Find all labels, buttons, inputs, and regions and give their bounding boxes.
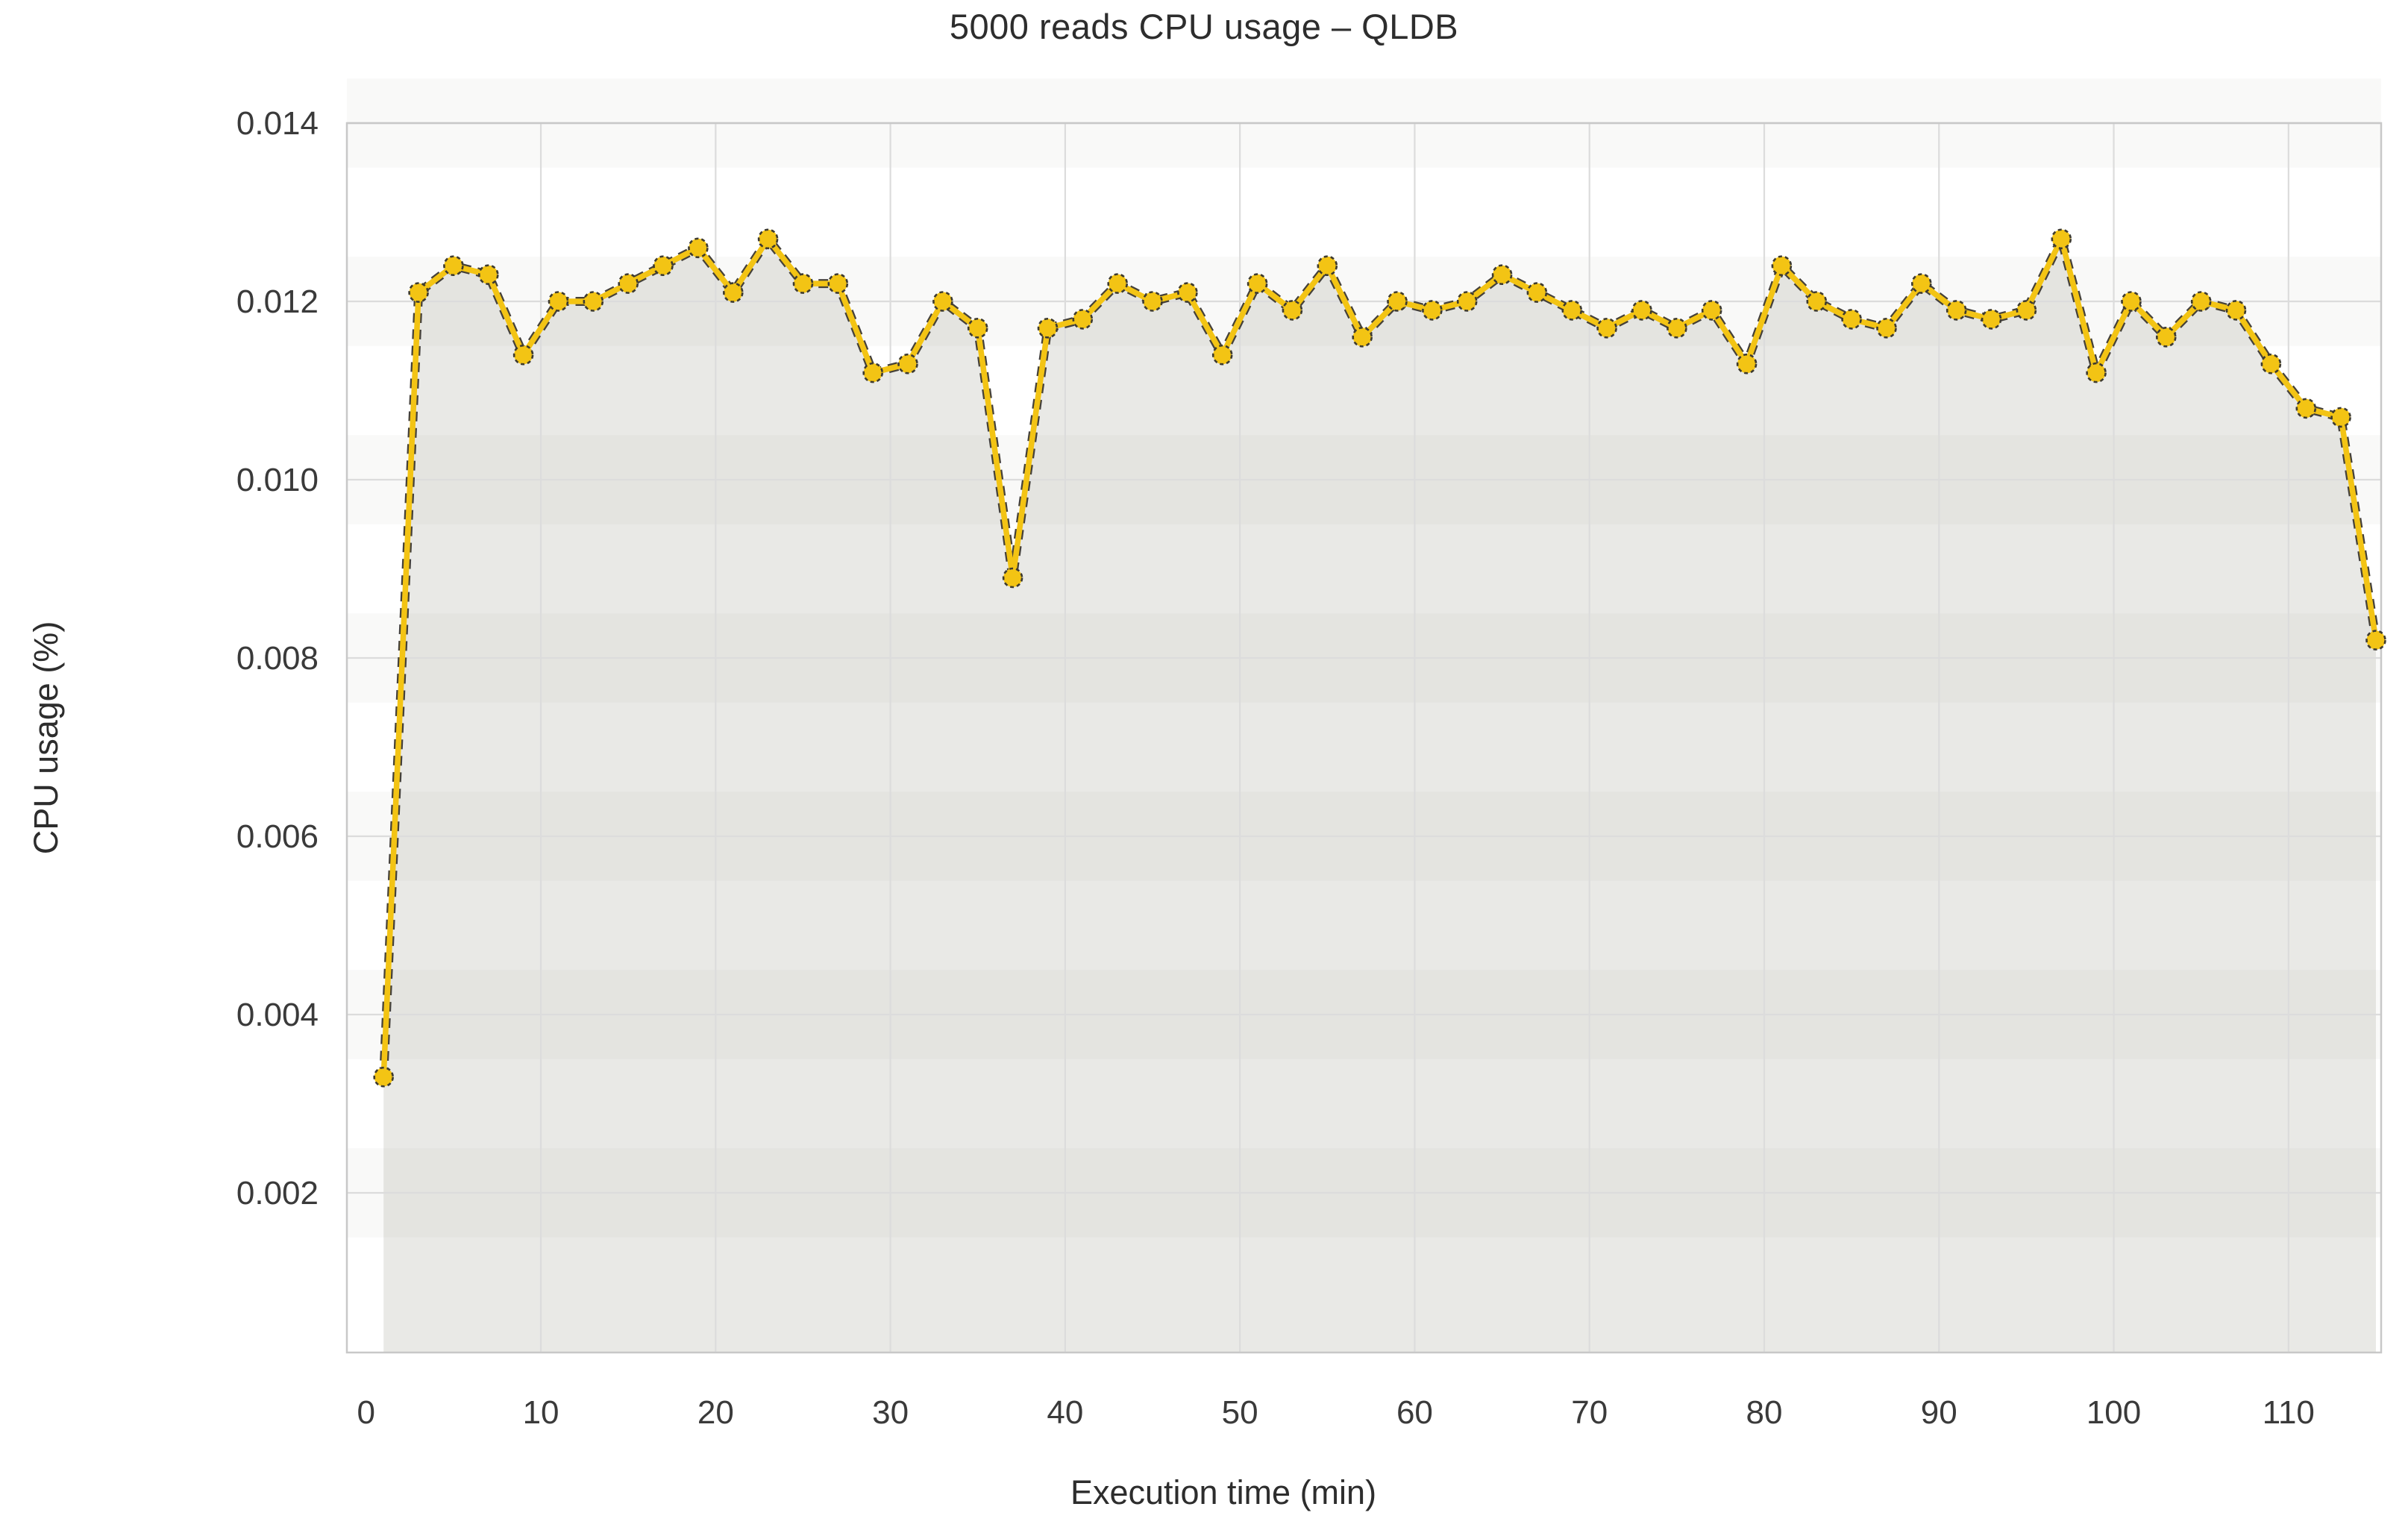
data-point-marker [1526, 282, 1548, 303]
data-point-marker [1561, 300, 1583, 321]
data-point-marker [1387, 291, 1408, 312]
data-point-marker [1876, 317, 1897, 339]
data-point-marker [1667, 317, 1687, 339]
data-point-marker [1631, 300, 1652, 321]
data-point-marker [1491, 264, 1513, 286]
area-fill [383, 239, 2377, 1352]
x-tick-label: 90 [1921, 1394, 1957, 1431]
data-point-marker [967, 317, 988, 339]
data-point-marker [373, 1066, 395, 1088]
data-point-marker [1282, 300, 1303, 321]
data-point-marker [1981, 309, 2002, 330]
y-tick-label: 0.008 [236, 640, 319, 677]
data-point-marker [548, 291, 569, 312]
x-tick-label: 80 [1746, 1394, 1783, 1431]
plot-border [345, 122, 2383, 1354]
data-point-marker [862, 362, 883, 383]
data-point-marker [1352, 326, 1373, 348]
data-point-marker [477, 264, 499, 286]
data-point-marker [2295, 398, 2317, 419]
data-point-marker [1142, 291, 1163, 312]
data-point-marker [583, 291, 604, 312]
y-tick-label: 0.004 [236, 997, 319, 1033]
data-point-marker [792, 273, 814, 294]
data-point-marker [1456, 291, 1478, 312]
x-tick-label: 10 [523, 1394, 559, 1431]
data-point-marker [1107, 273, 1128, 294]
data-point-marker [1596, 317, 1617, 339]
data-point-marker [443, 255, 464, 277]
data-point-marker [1841, 309, 1862, 330]
x-axis-title: Execution time (min) [1070, 1473, 1377, 1511]
y-tick-label: 0.002 [236, 1175, 319, 1212]
data-point-marker [653, 255, 674, 277]
data-point-marker [1247, 273, 1268, 294]
y-tick-label: 0.012 [236, 283, 319, 320]
y-tick-label: 0.006 [236, 818, 319, 855]
data-point-marker [932, 291, 953, 312]
data-point-marker [1211, 344, 1233, 366]
data-point-marker [2051, 228, 2072, 250]
data-point-marker [1037, 317, 1059, 339]
x-tick-label: 40 [1047, 1394, 1083, 1431]
data-point-marker [1317, 255, 1338, 277]
data-point-marker [408, 282, 429, 303]
chart-title: 5000 reads CPU usage – QLDB [949, 7, 1459, 46]
data-point-marker [1002, 567, 1023, 589]
data-point-marker [2156, 326, 2177, 348]
data-point-marker [1806, 291, 1828, 312]
x-tick-label: 20 [697, 1394, 734, 1431]
data-point-marker [1072, 309, 1094, 330]
data-point-marker [897, 353, 918, 374]
x-tick-label: 0 [357, 1394, 375, 1431]
data-point-marker [1911, 273, 1932, 294]
y-tick-label: 0.010 [236, 462, 319, 498]
data-point-marker [1701, 300, 1722, 321]
x-tick-label: 30 [872, 1394, 909, 1431]
x-tick-label: 70 [1571, 1394, 1608, 1431]
x-tick-label: 100 [2086, 1394, 2141, 1431]
data-point-marker [618, 273, 639, 294]
data-point-marker [2330, 407, 2351, 428]
data-point-marker [722, 282, 744, 303]
data-point-marker [2086, 362, 2107, 383]
x-tick-label: 60 [1396, 1394, 1433, 1431]
y-tick-label: 0.014 [236, 105, 319, 142]
data-point-marker [757, 228, 779, 250]
chart-line [380, 236, 2379, 1077]
data-point-marker [2225, 300, 2247, 321]
data-point-marker [827, 273, 849, 294]
data-point-marker [2365, 630, 2386, 651]
data-point-marker [2121, 291, 2142, 312]
data-point-marker [1422, 300, 1443, 321]
data-point-marker [1771, 255, 1793, 277]
data-point-marker [2260, 353, 2282, 374]
x-tick-label: 50 [1222, 1394, 1258, 1431]
data-point-marker [2190, 291, 2212, 312]
data-point-marker [512, 344, 534, 366]
data-point-marker [688, 237, 709, 259]
data-point-marker [1945, 300, 1967, 321]
x-tick-label: 110 [2263, 1394, 2315, 1431]
data-point-marker [1177, 282, 1198, 303]
data-point-marker [1736, 353, 1758, 374]
data-point-marker [2016, 300, 2037, 321]
